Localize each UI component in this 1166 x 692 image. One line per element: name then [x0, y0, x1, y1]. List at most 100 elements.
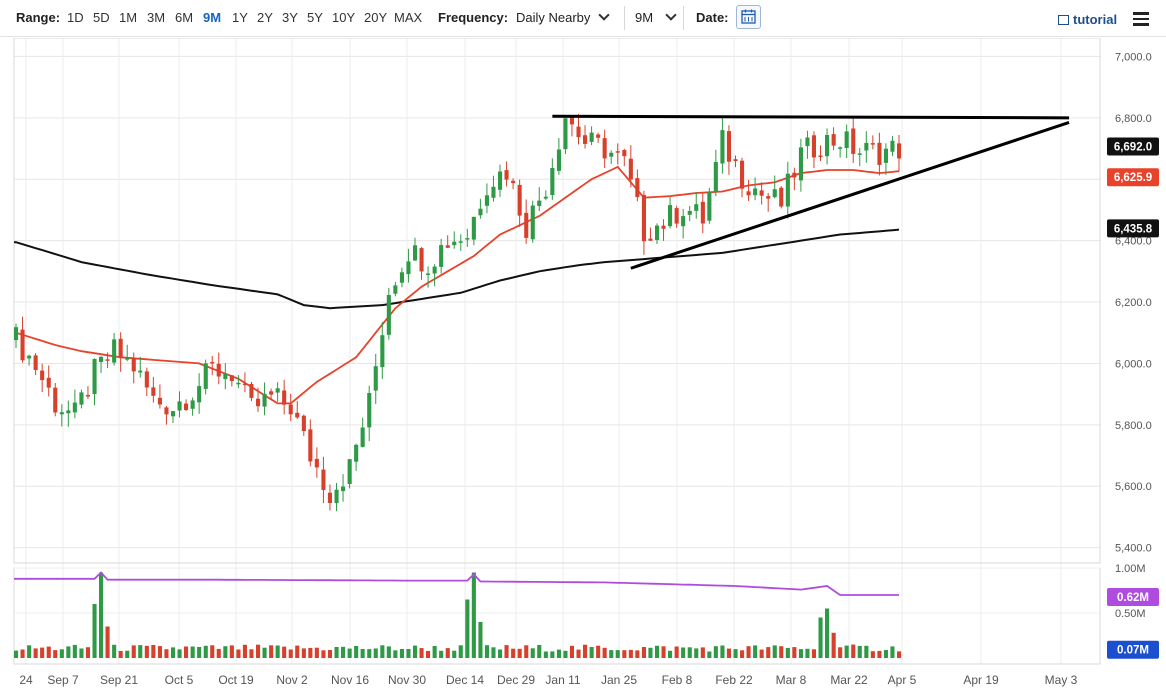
volume-bar — [720, 645, 725, 658]
range-2y-button[interactable]: 2Y — [257, 10, 273, 25]
candle-body — [282, 390, 287, 405]
candle-body — [648, 238, 653, 241]
range-1d-button[interactable]: 1D — [67, 10, 84, 25]
volume-bar — [249, 649, 254, 658]
volume-bar — [354, 646, 359, 658]
volume-bar — [131, 645, 136, 658]
volume-bar — [890, 646, 895, 658]
volume-bar — [171, 647, 176, 658]
range-6m-button[interactable]: 6M — [175, 10, 194, 25]
volume-bar — [602, 647, 607, 658]
candle-body — [216, 363, 221, 377]
candle-body — [288, 404, 293, 415]
candle-body — [131, 358, 136, 372]
candle-body — [171, 411, 176, 417]
volume-bar — [681, 647, 686, 658]
range-10y-button[interactable]: 10Y — [332, 10, 356, 25]
candle-body — [609, 152, 614, 157]
volume-bar — [609, 650, 614, 658]
tutorial-link[interactable]: tutorial — [1058, 12, 1117, 27]
candle-body — [543, 196, 548, 199]
hamburger-menu-icon[interactable] — [1133, 12, 1149, 26]
candle-body — [713, 162, 718, 192]
candle-body — [537, 200, 542, 206]
average-volume-badge-bg — [1107, 588, 1159, 606]
range-3m-button[interactable]: 3M — [147, 10, 166, 25]
candle-body — [59, 412, 64, 415]
volume-bar — [445, 648, 450, 658]
candle-body — [655, 225, 660, 240]
volume-bar — [700, 647, 705, 658]
x-tick-label: Feb 8 — [662, 673, 693, 687]
volume-bar — [99, 572, 104, 658]
volume-bar — [694, 648, 699, 658]
volume-bar — [367, 649, 372, 658]
candle-body — [399, 272, 404, 283]
volume-bar — [471, 572, 476, 658]
volume-bar — [334, 647, 339, 658]
volume-bar — [596, 645, 601, 658]
candle-body — [864, 142, 869, 151]
candle-body — [818, 155, 823, 157]
candle-body — [269, 391, 274, 395]
volume-bar — [818, 617, 823, 658]
volume-bar — [897, 651, 902, 658]
volume-bar — [811, 649, 816, 658]
candle-body — [327, 492, 332, 503]
volume-bar — [883, 650, 888, 658]
candle-body — [694, 204, 699, 211]
range-3y-button[interactable]: 3Y — [282, 10, 298, 25]
range-max-button[interactable]: MAX — [394, 10, 423, 25]
long-ma-badge-text: 6,435.8 — [1114, 223, 1153, 235]
candle-body — [785, 173, 790, 207]
volume-bar — [118, 651, 123, 658]
volume-bar — [583, 644, 588, 658]
range-1m-button[interactable]: 1M — [119, 10, 138, 25]
candle-body — [844, 131, 849, 148]
range-5d-button[interactable]: 5D — [93, 10, 110, 25]
candle-body — [681, 216, 686, 227]
volume-bar — [439, 650, 444, 658]
x-tick-label: Oct 19 — [218, 673, 254, 687]
candle-body — [740, 160, 745, 189]
period-value: 9M — [635, 10, 654, 25]
candle-body — [596, 134, 601, 138]
candle-body — [308, 429, 313, 462]
candle-body — [151, 387, 156, 396]
candle-body — [511, 180, 516, 184]
range-5y-button[interactable]: 5Y — [307, 10, 323, 25]
candle-body — [393, 285, 398, 294]
candle-body — [236, 382, 241, 385]
volume-bar — [491, 647, 496, 658]
volume-bar — [759, 649, 764, 658]
range-1y-button[interactable]: 1Y — [232, 10, 248, 25]
candle-body — [498, 171, 503, 190]
volume-bar — [380, 645, 385, 658]
last-volume-badge-text: 0.07M — [1117, 645, 1149, 657]
volume-bar — [138, 645, 143, 658]
x-tick-label: 24 — [19, 673, 33, 687]
candle-body — [138, 370, 143, 373]
candle-body — [589, 132, 594, 142]
candle-body — [772, 189, 777, 198]
range-20y-button[interactable]: 20Y — [364, 10, 388, 25]
candles — [14, 114, 902, 512]
volume-bar — [857, 646, 862, 658]
volume-bar — [327, 650, 332, 658]
candle-body — [857, 153, 862, 155]
calendar-button[interactable] — [736, 5, 761, 29]
range-9m-button[interactable]: 9M — [203, 10, 222, 25]
volume-bar — [524, 645, 529, 658]
volume-bar — [386, 646, 391, 658]
volume-bar — [753, 645, 758, 658]
x-tick-label: Feb 22 — [715, 673, 753, 687]
frequency-dropdown[interactable]: Daily Nearby — [516, 9, 611, 27]
period-dropdown[interactable]: 9M — [635, 9, 677, 27]
price-chart[interactable]: 7,000.06,800.06,600.06,400.06,200.06,000… — [0, 38, 1166, 692]
volume-bar — [798, 649, 803, 658]
x-tick-label: Nov 2 — [276, 673, 308, 687]
candle-body — [249, 384, 254, 398]
volume-bar — [622, 650, 627, 658]
candle-body — [406, 261, 411, 275]
candle-body — [380, 335, 385, 368]
